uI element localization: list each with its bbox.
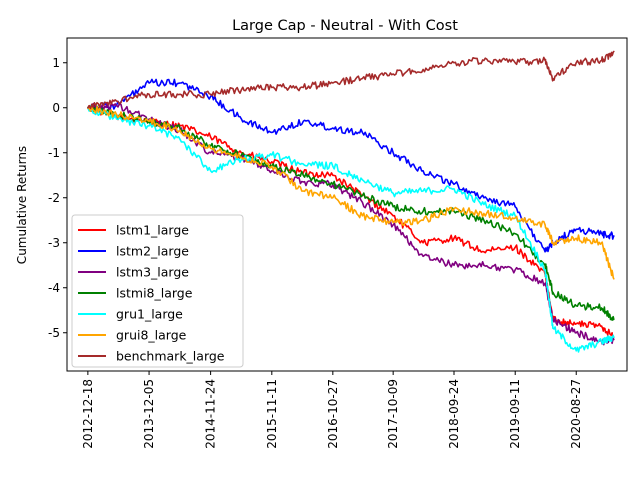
- x-tick-label: 2016-10-27: [326, 379, 340, 449]
- y-tick-label: 1: [52, 56, 60, 70]
- series-line-grui8_large: [87, 106, 615, 280]
- x-tick-label: 2018-09-24: [447, 379, 461, 449]
- x-tick-label: 2019-09-11: [508, 379, 522, 449]
- y-tick-label: -3: [48, 236, 60, 250]
- series-line-benchmark_large: [87, 50, 615, 110]
- y-tick-label: -1: [48, 146, 60, 160]
- series-lines: [87, 50, 615, 353]
- series-line-gru1_large: [87, 104, 615, 353]
- x-tick-label: 2013-12-05: [142, 379, 156, 449]
- x-tick-label: 2017-10-09: [386, 379, 400, 449]
- x-tick-label: 2020-08-27: [569, 379, 583, 449]
- y-axis-label: Cumulative Returns: [15, 146, 29, 264]
- y-tick-label: 0: [52, 101, 60, 115]
- legend-label: lstm1_large: [116, 223, 189, 238]
- legend-label: grui8_large: [116, 328, 187, 343]
- legend: lstm1_large lstm2_large lstm3_large lstmi8_…: [71, 214, 244, 368]
- legend-label: lstm2_large: [116, 244, 189, 259]
- series-line-lstm2_large: [87, 78, 615, 253]
- x-tick-label: 2015-11-11: [265, 379, 279, 449]
- legend-label: lstmi8_large: [116, 286, 193, 301]
- x-axis: 2012-12-18 2013-12-05 2014-11-24 2015-11-11…: [81, 371, 583, 449]
- plot-frame: [66, 37, 628, 372]
- x-tick-label: 2014-11-24: [204, 379, 218, 449]
- x-tick-label: 2012-12-18: [81, 379, 95, 449]
- legend-label: lstm3_large: [116, 265, 189, 280]
- legend-label: benchmark_large: [116, 349, 225, 364]
- y-axis: -5 -4 -3 -2 -1 0 1: [48, 56, 67, 340]
- legend-box: [71, 214, 244, 368]
- legend-label: gru1_large: [116, 307, 183, 322]
- y-tick-label: -2: [48, 191, 60, 205]
- y-tick-label: -5: [48, 326, 60, 340]
- chart-title: Large Cap - Neutral - With Cost: [232, 18, 458, 34]
- y-tick-label: -4: [48, 281, 60, 295]
